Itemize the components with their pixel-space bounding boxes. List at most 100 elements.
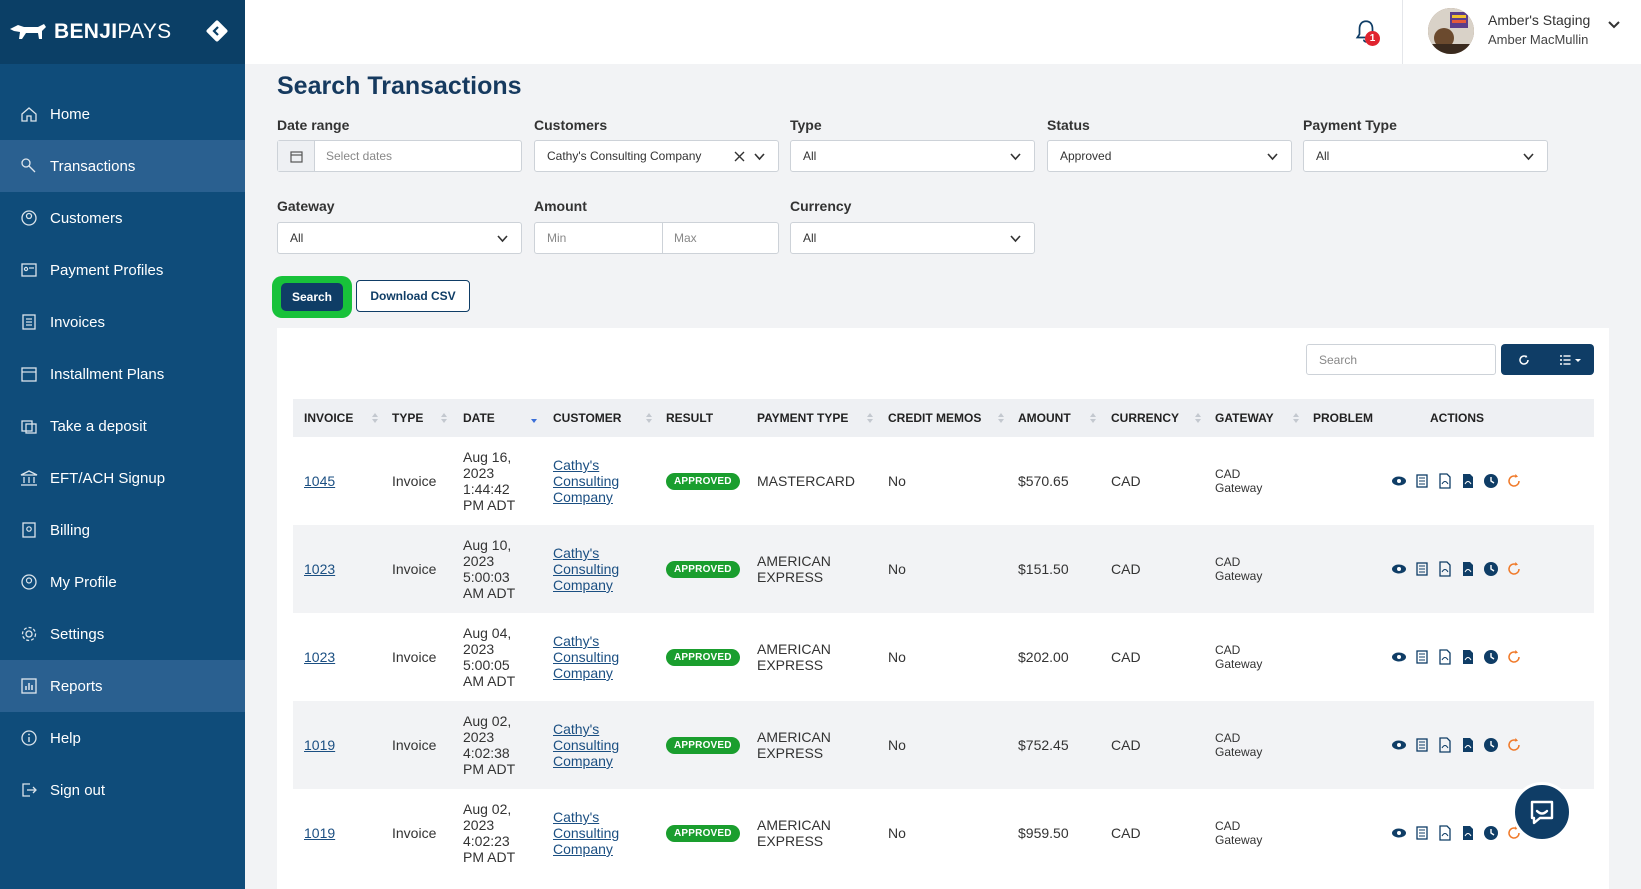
receipt-icon[interactable] <box>1414 737 1430 753</box>
sort-desc-icon[interactable] <box>530 412 538 424</box>
sidebar-item-invoices[interactable]: Invoices <box>0 296 245 348</box>
invoice-link[interactable]: 1023 <box>304 561 336 577</box>
column-header-date[interactable]: DATE <box>463 411 495 425</box>
customers-select[interactable]: Cathy's Consulting Company <box>534 140 779 172</box>
date-range-field[interactable]: Select dates <box>277 140 522 172</box>
receipt-icon[interactable] <box>1414 825 1430 841</box>
view-icon[interactable] <box>1391 737 1407 753</box>
sort-icon[interactable] <box>1292 412 1300 424</box>
sort-icon[interactable] <box>997 412 1005 424</box>
chevron-down-icon[interactable] <box>1607 18 1621 32</box>
pdf-filled-icon[interactable] <box>1460 737 1476 753</box>
pdf-filled-icon[interactable] <box>1460 649 1476 665</box>
brand-logo[interactable]: BENJIPAYS <box>8 20 171 44</box>
sidebar-item-sign-out[interactable]: Sign out <box>0 764 245 816</box>
column-header-currency[interactable]: CURRENCY <box>1111 411 1180 425</box>
invoice-link[interactable]: 1019 <box>304 825 336 841</box>
clear-icon[interactable] <box>733 150 746 163</box>
column-header-invoice[interactable]: INVOICE <box>304 411 354 425</box>
sidebar-item-transactions[interactable]: Transactions <box>0 140 245 192</box>
column-header-customer[interactable]: CUSTOMER <box>553 411 622 425</box>
calendar-icon[interactable] <box>278 141 315 171</box>
sort-icon[interactable] <box>1089 412 1097 424</box>
chevron-down-icon[interactable] <box>1522 150 1535 163</box>
column-header-gateway[interactable]: GATEWAY <box>1215 411 1274 425</box>
search-button[interactable]: Search <box>281 283 343 311</box>
pdf-outline-icon[interactable] <box>1437 825 1453 841</box>
sidebar-item-reports[interactable]: Reports <box>0 660 245 712</box>
receipt-icon[interactable] <box>1414 473 1430 489</box>
customer-link[interactable]: Cathy's Consulting Company <box>553 457 620 505</box>
type-select[interactable]: All <box>790 140 1035 172</box>
customer-link[interactable]: Cathy's Consulting Company <box>553 721 620 769</box>
pdf-outline-icon[interactable] <box>1437 561 1453 577</box>
clock-icon[interactable] <box>1483 649 1499 665</box>
collapse-sidebar-icon[interactable] <box>205 19 229 43</box>
column-header-amount[interactable]: AMOUNT <box>1018 411 1071 425</box>
view-icon[interactable] <box>1391 649 1407 665</box>
chevron-down-icon[interactable] <box>1266 150 1279 163</box>
sidebar-item-home[interactable]: Home <box>0 88 245 140</box>
chevron-down-icon[interactable] <box>496 232 509 245</box>
receipt-icon[interactable] <box>1414 561 1430 577</box>
refund-icon[interactable] <box>1506 473 1522 489</box>
sidebar-item-customers[interactable]: Customers <box>0 192 245 244</box>
column-header-payment-type[interactable]: PAYMENT TYPE <box>757 411 849 425</box>
pdf-filled-icon[interactable] <box>1460 473 1476 489</box>
clock-icon[interactable] <box>1483 473 1499 489</box>
clock-icon[interactable] <box>1483 561 1499 577</box>
amount-max-input[interactable]: Max <box>674 231 697 245</box>
sort-icon[interactable] <box>645 412 653 424</box>
view-icon[interactable] <box>1391 473 1407 489</box>
column-header-type[interactable]: TYPE <box>392 411 424 425</box>
sort-icon[interactable] <box>371 412 379 424</box>
user-name[interactable]: Amber MacMullin <box>1488 32 1589 47</box>
pdf-outline-icon[interactable] <box>1437 649 1453 665</box>
chevron-down-icon[interactable] <box>1009 150 1022 163</box>
sidebar-item-help[interactable]: Help <box>0 712 245 764</box>
customer-link[interactable]: Cathy's Consulting Company <box>553 809 620 857</box>
chevron-down-icon[interactable] <box>753 150 766 163</box>
sidebar-item-my-profile[interactable]: My Profile <box>0 556 245 608</box>
customer-link[interactable]: Cathy's Consulting Company <box>553 545 620 593</box>
invoice-link[interactable]: 1045 <box>304 473 336 489</box>
pdf-outline-icon[interactable] <box>1437 473 1453 489</box>
pdf-outline-icon[interactable] <box>1437 737 1453 753</box>
invoice-link[interactable]: 1019 <box>304 737 336 753</box>
status-select[interactable]: Approved <box>1047 140 1292 172</box>
refund-icon[interactable] <box>1506 737 1522 753</box>
invoice-link[interactable]: 1023 <box>304 649 336 665</box>
refresh-button[interactable] <box>1501 344 1548 375</box>
receipt-icon[interactable] <box>1414 649 1430 665</box>
customer-link[interactable]: Cathy's Consulting Company <box>553 633 620 681</box>
payment-type-select[interactable]: All <box>1303 140 1548 172</box>
avatar[interactable] <box>1428 8 1474 54</box>
sidebar-item-eft-ach-signup[interactable]: EFT/ACH Signup <box>0 452 245 504</box>
download-csv-button[interactable]: Download CSV <box>356 280 470 312</box>
refund-icon[interactable] <box>1506 561 1522 577</box>
pdf-filled-icon[interactable] <box>1460 825 1476 841</box>
view-icon[interactable] <box>1391 561 1407 577</box>
table-search-input[interactable] <box>1306 344 1496 375</box>
amount-min-input[interactable]: Min <box>547 231 567 245</box>
sort-icon[interactable] <box>440 412 448 424</box>
refund-icon[interactable] <box>1506 649 1522 665</box>
sidebar-item-billing[interactable]: Billing <box>0 504 245 556</box>
view-icon[interactable] <box>1391 825 1407 841</box>
sort-icon[interactable] <box>866 412 874 424</box>
clock-icon[interactable] <box>1483 825 1499 841</box>
gateway-select[interactable]: All <box>277 222 522 254</box>
pdf-filled-icon[interactable] <box>1460 561 1476 577</box>
sidebar-item-payment-profiles[interactable]: Payment Profiles <box>0 244 245 296</box>
sort-icon[interactable] <box>1194 412 1202 424</box>
column-header-credit-memos[interactable]: CREDIT MEMOS <box>888 411 982 425</box>
columns-menu-button[interactable] <box>1548 344 1595 375</box>
currency-select[interactable]: All <box>790 222 1035 254</box>
help-chat-button[interactable] <box>1512 782 1572 842</box>
clock-icon[interactable] <box>1483 737 1499 753</box>
sidebar-item-take-a-deposit[interactable]: Take a deposit <box>0 400 245 452</box>
sidebar-item-settings[interactable]: Settings <box>0 608 245 660</box>
sidebar-item-installment-plans[interactable]: Installment Plans <box>0 348 245 400</box>
organization-name[interactable]: Amber's Staging <box>1488 12 1591 28</box>
chevron-down-icon[interactable] <box>1009 232 1022 245</box>
